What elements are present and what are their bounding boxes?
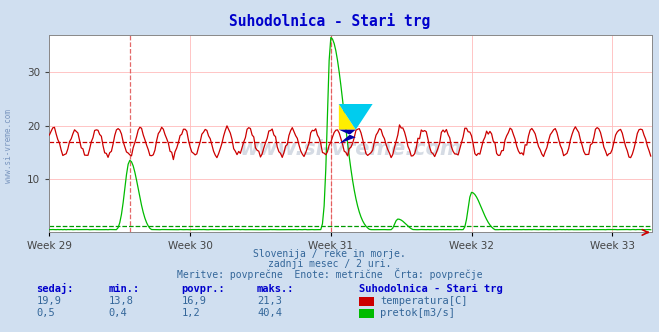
Text: maks.:: maks.: xyxy=(257,284,295,294)
Text: Suhodolnica - Stari trg: Suhodolnica - Stari trg xyxy=(229,13,430,29)
Text: 0,5: 0,5 xyxy=(36,308,55,318)
Text: www.si-vreme.com: www.si-vreme.com xyxy=(240,139,462,159)
Text: pretok[m3/s]: pretok[m3/s] xyxy=(380,308,455,318)
Text: 40,4: 40,4 xyxy=(257,308,282,318)
Text: Meritve: povprečne  Enote: metrične  Črta: povprečje: Meritve: povprečne Enote: metrične Črta:… xyxy=(177,268,482,280)
Text: 21,3: 21,3 xyxy=(257,296,282,306)
Text: zadnji mesec / 2 uri.: zadnji mesec / 2 uri. xyxy=(268,259,391,269)
Text: 19,9: 19,9 xyxy=(36,296,61,306)
Text: temperatura[C]: temperatura[C] xyxy=(380,296,468,306)
Text: www.si-vreme.com: www.si-vreme.com xyxy=(4,109,13,183)
Text: sedaj:: sedaj: xyxy=(36,283,74,294)
Polygon shape xyxy=(339,104,356,130)
Text: 1,2: 1,2 xyxy=(181,308,200,318)
Text: 16,9: 16,9 xyxy=(181,296,206,306)
Text: 13,8: 13,8 xyxy=(109,296,134,306)
Polygon shape xyxy=(339,104,372,130)
Text: povpr.:: povpr.: xyxy=(181,284,225,294)
Text: Slovenija / reke in morje.: Slovenija / reke in morje. xyxy=(253,249,406,259)
Polygon shape xyxy=(339,130,356,144)
Text: Suhodolnica - Stari trg: Suhodolnica - Stari trg xyxy=(359,284,503,294)
Text: min.:: min.: xyxy=(109,284,140,294)
Text: 0,4: 0,4 xyxy=(109,308,127,318)
